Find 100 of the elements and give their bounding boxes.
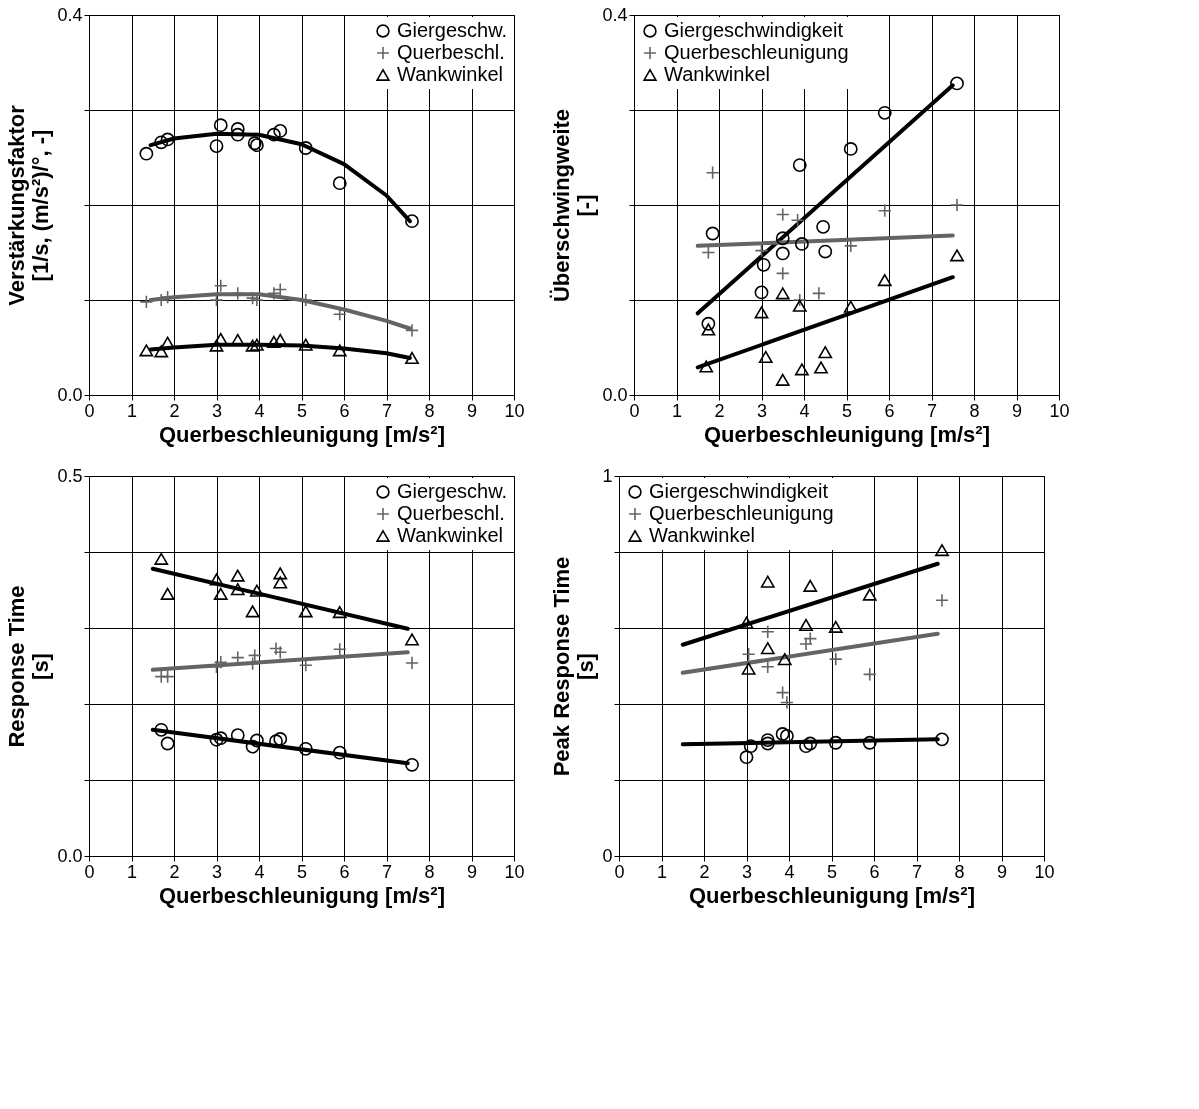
point: [818, 346, 833, 359]
legend-label: Wankwinkel: [649, 524, 755, 546]
x-tick-label: 2: [169, 400, 180, 421]
point: [754, 306, 769, 319]
point: [828, 620, 843, 633]
y-tick-label: 0.5: [57, 465, 83, 486]
point: [298, 741, 313, 756]
point: [799, 739, 813, 754]
point: [816, 219, 831, 234]
legend-label: Wankwinkel: [397, 63, 503, 85]
legend-label: Giergeschwindigkeit: [664, 19, 844, 41]
x-tick-label: 7: [381, 861, 393, 882]
point: [779, 695, 794, 710]
x-tick-label: 7: [911, 861, 923, 882]
point: [209, 139, 224, 154]
x-tick-label: 6: [339, 400, 350, 421]
point: [779, 729, 794, 743]
x-tick-label: 9: [466, 400, 478, 421]
point: [230, 127, 245, 142]
point: [266, 335, 281, 348]
point: [249, 733, 264, 748]
point: [950, 76, 964, 91]
x-tick-label: 3: [211, 861, 223, 882]
point: [877, 105, 892, 120]
point: [273, 567, 288, 580]
point: [754, 285, 769, 300]
x-tick-label: 2: [699, 861, 710, 882]
x-axis-title: Querbeschleunigung [m/s²]: [158, 421, 446, 447]
legend-label: Giergeschwindigkeit: [649, 480, 829, 502]
y-axis-title: Peak Response Time [s]: [549, 556, 599, 777]
point: [790, 213, 805, 228]
x-tick-label: 8: [969, 400, 980, 421]
x-tick-label: 3: [211, 400, 223, 421]
point: [794, 237, 809, 251]
point: [160, 132, 175, 147]
y-tick-label: 1: [602, 465, 613, 486]
point: [814, 361, 828, 374]
point: [843, 300, 858, 313]
point: [775, 207, 790, 222]
x-tick-label: 1: [126, 861, 138, 882]
point: [332, 605, 347, 619]
point: [818, 244, 833, 259]
point: [213, 587, 228, 600]
x-tick-label: 4: [799, 400, 810, 421]
x-tick-label: 9: [466, 861, 478, 882]
point: [405, 351, 419, 365]
point: [230, 583, 245, 596]
x-axis-title: Querbeschleunigung [m/s²]: [703, 421, 991, 447]
point: [701, 323, 716, 336]
point: [245, 605, 260, 618]
x-tick-label: 5: [296, 861, 308, 882]
x-tick-label: 9: [996, 861, 1008, 882]
point: [160, 736, 175, 751]
y-tick-label: 0.4: [602, 4, 628, 25]
point: [209, 732, 224, 747]
y-tick-label: 0.0: [602, 384, 628, 405]
point: [249, 584, 264, 597]
x-tick-label: 4: [784, 861, 795, 882]
point: [230, 569, 245, 582]
point: [862, 667, 877, 682]
point: [935, 732, 949, 747]
point: [950, 249, 964, 262]
x-tick-label: 2: [169, 861, 180, 882]
point: [754, 243, 769, 258]
point: [139, 294, 154, 309]
x-tick-label: 1: [656, 861, 668, 882]
point: [803, 736, 818, 751]
point: [701, 316, 716, 331]
point: [775, 685, 790, 700]
x-tick-label: 10: [504, 400, 525, 421]
point: [799, 618, 813, 632]
x-tick-label: 8: [424, 861, 435, 882]
x-tick-label: 9: [1011, 400, 1023, 421]
x-tick-label: 5: [296, 400, 308, 421]
point: [705, 165, 720, 180]
point: [741, 662, 756, 675]
legend-label: Giergeschw.: [397, 480, 508, 502]
point: [877, 273, 892, 287]
point: [213, 655, 228, 670]
point: [273, 576, 288, 589]
point: [775, 373, 790, 386]
point: [828, 652, 843, 667]
point: [273, 282, 288, 297]
point: [775, 727, 790, 741]
point: [741, 647, 756, 662]
point: [298, 338, 313, 351]
x-tick-label: 10: [1049, 400, 1070, 421]
y-tick-label: 0.0: [57, 384, 83, 405]
x-tick-label: 3: [756, 400, 768, 421]
point: [405, 757, 419, 772]
point: [405, 323, 419, 338]
point: [405, 656, 419, 670]
point: [803, 631, 818, 646]
legend-label: Querbeschleunigung: [649, 502, 834, 524]
x-tick-label: 6: [884, 400, 895, 421]
legend-label: Querbeschleunigung: [664, 41, 849, 63]
point: [758, 350, 773, 364]
x-tick-label: 7: [926, 400, 938, 421]
legend-label: Wankwinkel: [664, 63, 770, 85]
point: [828, 735, 843, 750]
